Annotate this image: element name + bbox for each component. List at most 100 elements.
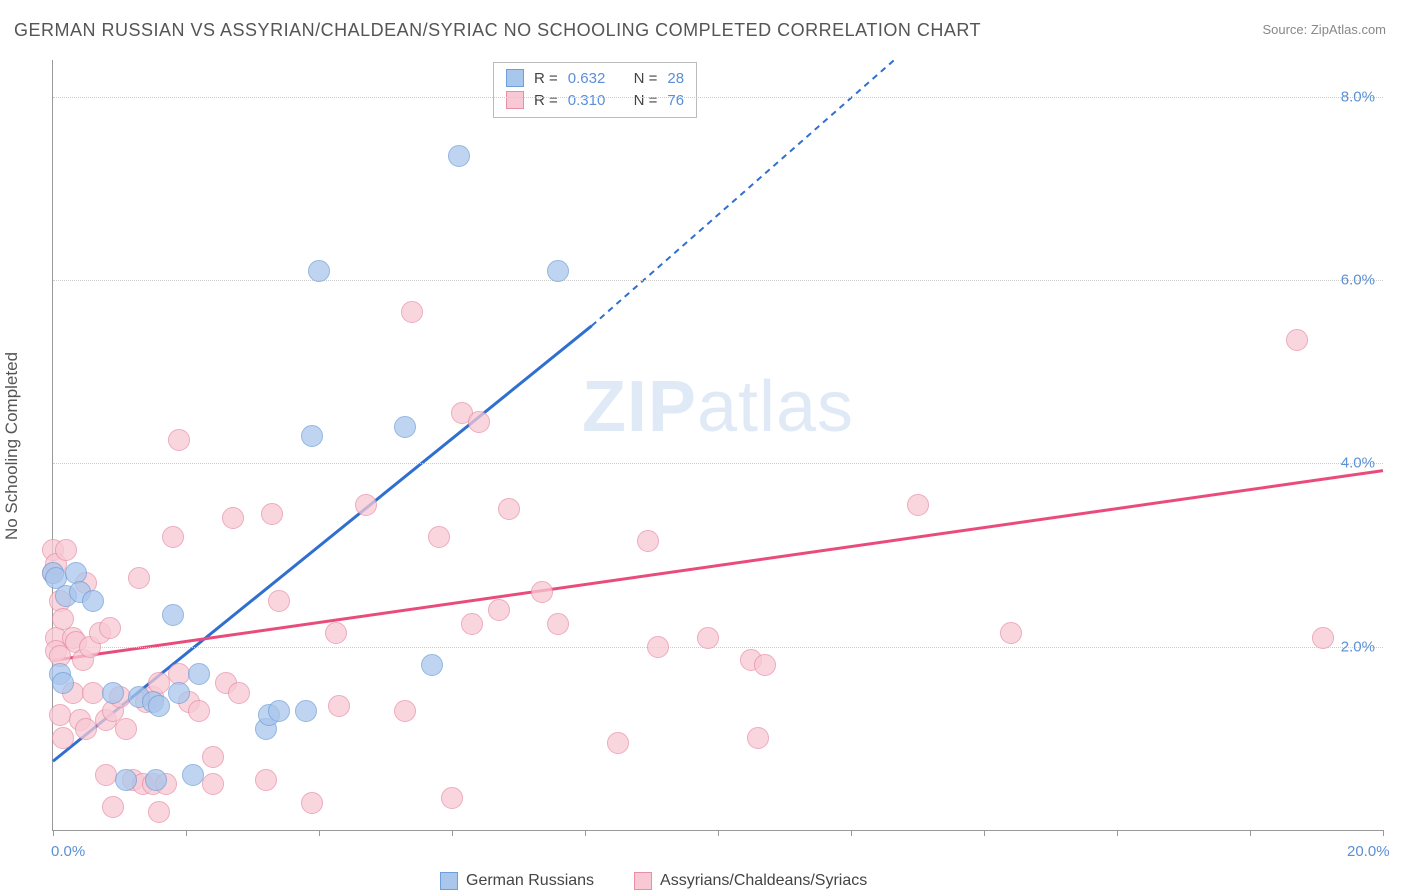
scatter-point xyxy=(1000,622,1022,644)
trendlines-layer xyxy=(53,60,1383,830)
y-tick-label: 4.0% xyxy=(1341,455,1375,472)
scatter-point xyxy=(162,604,184,626)
scatter-point xyxy=(428,526,450,548)
scatter-point xyxy=(168,682,190,704)
series-legend-item: Assyrians/Chaldeans/Syriacs xyxy=(634,872,867,890)
scatter-point xyxy=(355,494,377,516)
x-tick-mark xyxy=(1250,830,1251,836)
scatter-point xyxy=(295,700,317,722)
scatter-point xyxy=(488,599,510,621)
scatter-point xyxy=(301,792,323,814)
scatter-point xyxy=(268,700,290,722)
scatter-point xyxy=(202,746,224,768)
series-legend: German Russians Assyrians/Chaldeans/Syria… xyxy=(440,872,867,890)
scatter-point xyxy=(95,764,117,786)
gridline xyxy=(53,647,1383,648)
scatter-point xyxy=(461,613,483,635)
scatter-point xyxy=(255,769,277,791)
correlation-legend: R =0.632 N =28R =0.310 N =76 xyxy=(493,62,697,118)
corr-legend-row: R =0.310 N =76 xyxy=(506,89,684,111)
scatter-point xyxy=(547,613,569,635)
scatter-point xyxy=(82,590,104,612)
scatter-point xyxy=(448,145,470,167)
scatter-point xyxy=(697,627,719,649)
scatter-point xyxy=(102,682,124,704)
scatter-point xyxy=(547,260,569,282)
scatter-point xyxy=(468,411,490,433)
scatter-point xyxy=(647,636,669,658)
scatter-point xyxy=(328,695,350,717)
scatter-point xyxy=(148,801,170,823)
scatter-point xyxy=(222,507,244,529)
scatter-point xyxy=(145,769,167,791)
scatter-point xyxy=(202,773,224,795)
scatter-point xyxy=(102,796,124,818)
scatter-point xyxy=(747,727,769,749)
y-tick-label: 8.0% xyxy=(1341,88,1375,105)
scatter-point xyxy=(1312,627,1334,649)
scatter-point xyxy=(441,787,463,809)
scatter-point xyxy=(907,494,929,516)
x-tick-mark xyxy=(186,830,187,836)
scatter-point xyxy=(148,695,170,717)
scatter-point xyxy=(188,663,210,685)
scatter-point xyxy=(49,704,71,726)
scatter-point xyxy=(168,429,190,451)
scatter-point xyxy=(228,682,250,704)
scatter-point xyxy=(99,617,121,639)
series-legend-label: German Russians xyxy=(466,872,594,890)
scatter-point xyxy=(308,260,330,282)
x-tick-mark xyxy=(851,830,852,836)
x-tick-mark xyxy=(718,830,719,836)
scatter-point xyxy=(82,682,104,704)
scatter-point xyxy=(115,769,137,791)
corr-legend-row: R =0.632 N =28 xyxy=(506,67,684,89)
series-legend-label: Assyrians/Chaldeans/Syriacs xyxy=(660,872,867,890)
x-tick-mark xyxy=(452,830,453,836)
scatter-point xyxy=(394,700,416,722)
scatter-point xyxy=(401,301,423,323)
scatter-point xyxy=(754,654,776,676)
y-tick-label: 2.0% xyxy=(1341,638,1375,655)
scatter-point xyxy=(421,654,443,676)
x-tick-label: 0.0% xyxy=(51,843,85,860)
gridline xyxy=(53,97,1383,98)
scatter-point xyxy=(531,581,553,603)
series-legend-item: German Russians xyxy=(440,872,594,890)
x-tick-mark xyxy=(1117,830,1118,836)
x-tick-label: 20.0% xyxy=(1347,843,1390,860)
x-tick-mark xyxy=(984,830,985,836)
scatter-point xyxy=(52,727,74,749)
gridline xyxy=(53,280,1383,281)
scatter-point xyxy=(55,539,77,561)
y-axis-label: No Schooling Completed xyxy=(2,352,22,540)
scatter-point xyxy=(52,672,74,694)
scatter-point xyxy=(325,622,347,644)
gridline xyxy=(53,463,1383,464)
blue-swatch-icon xyxy=(506,69,524,87)
scatter-point xyxy=(498,498,520,520)
scatter-point xyxy=(128,567,150,589)
scatter-point xyxy=(115,718,137,740)
scatter-point xyxy=(637,530,659,552)
x-tick-mark xyxy=(585,830,586,836)
scatter-point xyxy=(301,425,323,447)
scatter-point xyxy=(268,590,290,612)
blue-swatch-icon xyxy=(440,872,458,890)
pink-swatch-icon xyxy=(506,91,524,109)
scatter-point xyxy=(607,732,629,754)
plot-area: ZIPatlas R =0.632 N =28R =0.310 N =76 2.… xyxy=(52,60,1383,831)
x-tick-mark xyxy=(319,830,320,836)
scatter-point xyxy=(1286,329,1308,351)
scatter-point xyxy=(182,764,204,786)
scatter-point xyxy=(188,700,210,722)
scatter-point xyxy=(162,526,184,548)
x-tick-mark xyxy=(53,830,54,836)
source-label: Source: ZipAtlas.com xyxy=(1262,22,1386,37)
chart-title: GERMAN RUSSIAN VS ASSYRIAN/CHALDEAN/SYRI… xyxy=(14,20,981,41)
x-tick-mark xyxy=(1383,830,1384,836)
scatter-point xyxy=(394,416,416,438)
scatter-point xyxy=(75,718,97,740)
y-tick-label: 6.0% xyxy=(1341,272,1375,289)
scatter-point xyxy=(261,503,283,525)
